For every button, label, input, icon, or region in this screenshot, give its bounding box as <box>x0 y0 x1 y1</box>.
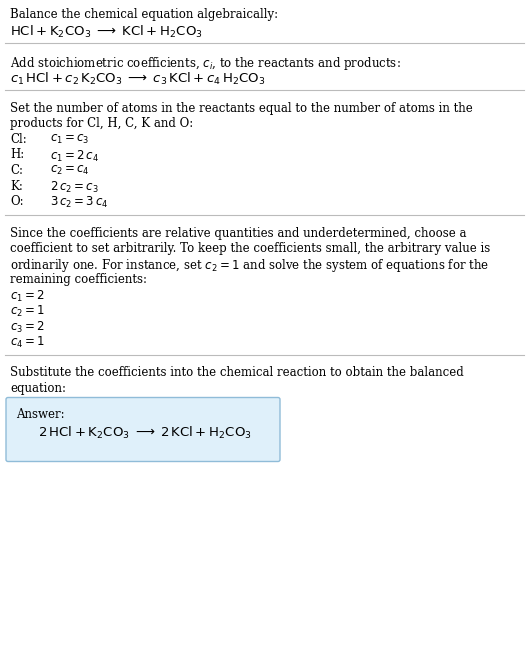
Text: equation:: equation: <box>10 382 66 395</box>
Text: $2\,c_2 = c_3$: $2\,c_2 = c_3$ <box>50 179 99 195</box>
Text: $2\,\mathrm{HCl} + \mathrm{K_2CO_3} \;\longrightarrow\; 2\,\mathrm{KCl} + \mathr: $2\,\mathrm{HCl} + \mathrm{K_2CO_3} \;\l… <box>38 425 252 441</box>
Text: $c_1 = 2\,c_4$: $c_1 = 2\,c_4$ <box>50 149 99 164</box>
Text: Add stoichiometric coefficients, $c_i$, to the reactants and products:: Add stoichiometric coefficients, $c_i$, … <box>10 55 401 72</box>
Text: $3\,c_2 = 3\,c_4$: $3\,c_2 = 3\,c_4$ <box>50 195 108 210</box>
Text: $c_1\,\mathrm{HCl} + c_2\,\mathrm{K_2CO_3} \;\longrightarrow\; c_3\,\mathrm{KCl}: $c_1\,\mathrm{HCl} + c_2\,\mathrm{K_2CO_… <box>10 71 266 87</box>
Text: Set the number of atoms in the reactants equal to the number of atoms in the: Set the number of atoms in the reactants… <box>10 102 473 115</box>
Text: ordinarily one. For instance, set $c_2 = 1$ and solve the system of equations fo: ordinarily one. For instance, set $c_2 =… <box>10 258 489 274</box>
Text: Cl:: Cl: <box>10 133 27 146</box>
Text: K:: K: <box>10 179 23 193</box>
Text: $c_1 = 2$: $c_1 = 2$ <box>10 289 45 303</box>
Text: C:: C: <box>10 164 23 177</box>
Text: $c_3 = 2$: $c_3 = 2$ <box>10 320 45 334</box>
Text: remaining coefficients:: remaining coefficients: <box>10 273 147 286</box>
Text: $c_2 = c_4$: $c_2 = c_4$ <box>50 164 90 177</box>
FancyBboxPatch shape <box>6 397 280 461</box>
Text: H:: H: <box>10 149 24 162</box>
Text: $\mathrm{HCl} + \mathrm{K_2CO_3} \;\longrightarrow\; \mathrm{KCl} + \mathrm{H_2C: $\mathrm{HCl} + \mathrm{K_2CO_3} \;\long… <box>10 23 203 39</box>
Text: $c_2 = 1$: $c_2 = 1$ <box>10 304 45 319</box>
Text: $c_4 = 1$: $c_4 = 1$ <box>10 335 45 350</box>
Text: products for Cl, H, C, K and O:: products for Cl, H, C, K and O: <box>10 118 193 131</box>
Text: Balance the chemical equation algebraically:: Balance the chemical equation algebraica… <box>10 8 278 21</box>
Text: coefficient to set arbitrarily. To keep the coefficients small, the arbitrary va: coefficient to set arbitrarily. To keep … <box>10 242 490 255</box>
Text: O:: O: <box>10 195 24 208</box>
Text: Answer:: Answer: <box>16 408 65 421</box>
Text: $c_1 = c_3$: $c_1 = c_3$ <box>50 133 89 146</box>
Text: Substitute the coefficients into the chemical reaction to obtain the balanced: Substitute the coefficients into the che… <box>10 366 464 380</box>
Text: Since the coefficients are relative quantities and underdetermined, choose a: Since the coefficients are relative quan… <box>10 226 467 239</box>
